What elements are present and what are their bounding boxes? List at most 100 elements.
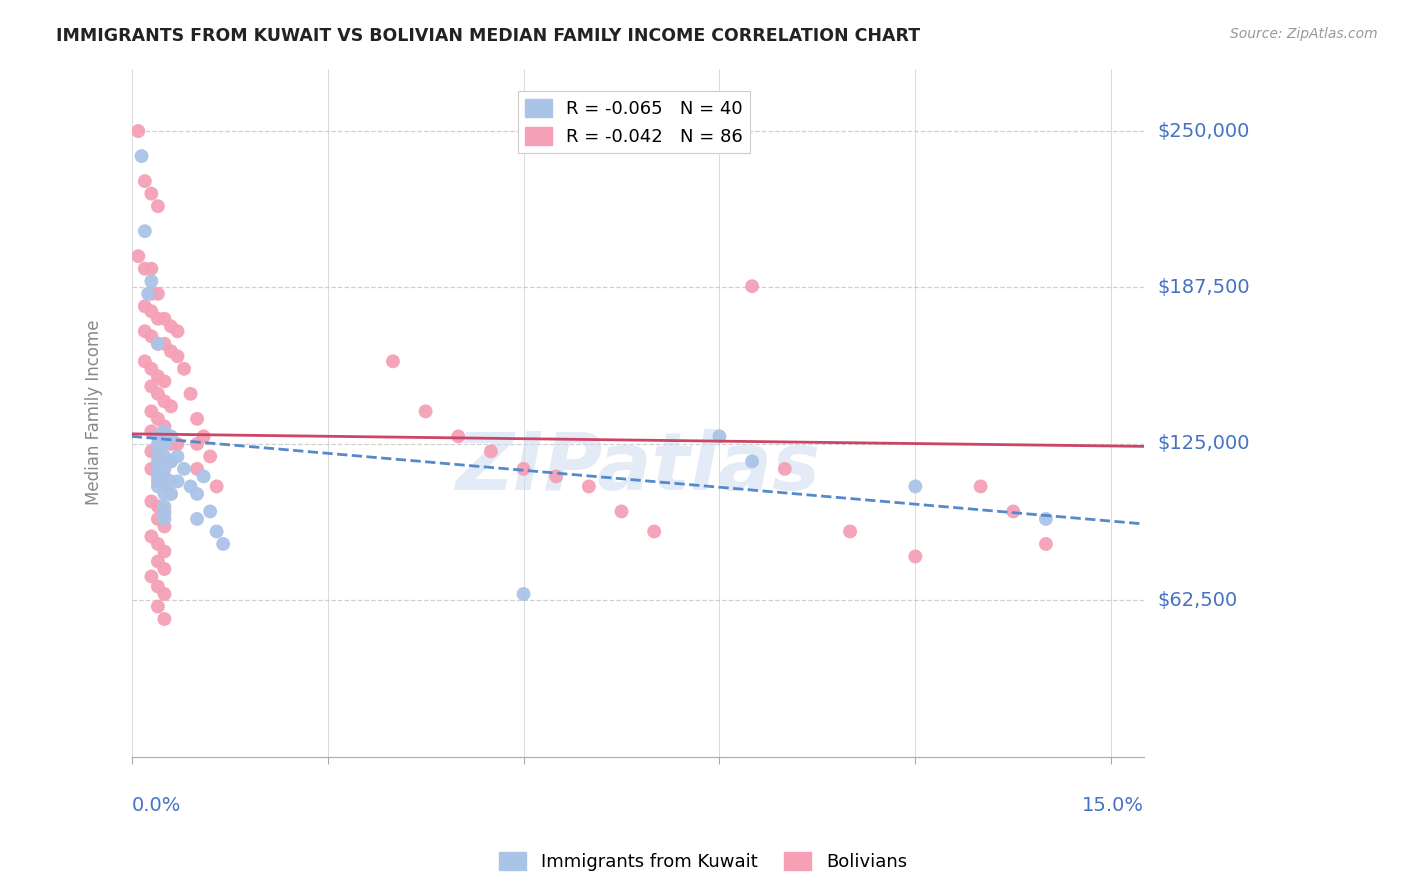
Point	[141, 304, 163, 318]
Point	[153, 450, 176, 464]
Point	[146, 599, 169, 614]
Point	[146, 450, 169, 464]
Point	[134, 224, 156, 238]
Point	[146, 462, 169, 476]
Point	[186, 462, 208, 476]
Point	[512, 587, 534, 601]
Point	[153, 612, 176, 626]
Point	[479, 444, 502, 458]
Point	[146, 462, 169, 476]
Point	[141, 462, 163, 476]
Point	[839, 524, 862, 539]
Text: $62,500: $62,500	[1157, 591, 1239, 610]
Point	[186, 512, 208, 526]
Point	[146, 336, 169, 351]
Point	[134, 174, 156, 188]
Point	[153, 394, 176, 409]
Text: Source: ZipAtlas.com: Source: ZipAtlas.com	[1230, 27, 1378, 41]
Point	[166, 324, 188, 338]
Point	[643, 524, 665, 539]
Point	[212, 537, 235, 551]
Point	[205, 479, 228, 493]
Point	[173, 361, 195, 376]
Point	[160, 454, 183, 468]
Point	[198, 504, 221, 518]
Point	[160, 475, 183, 489]
Point	[146, 554, 169, 568]
Point	[146, 429, 169, 443]
Point	[127, 124, 149, 138]
Point	[146, 475, 169, 489]
Point	[160, 437, 183, 451]
Point	[969, 479, 991, 493]
Point	[141, 444, 163, 458]
Point	[1035, 537, 1057, 551]
Point	[146, 429, 169, 443]
Point	[193, 469, 215, 483]
Point	[186, 437, 208, 451]
Point	[134, 261, 156, 276]
Text: 15.0%: 15.0%	[1081, 796, 1144, 814]
Point	[146, 444, 169, 458]
Point	[141, 329, 163, 343]
Text: $125,000: $125,000	[1157, 434, 1250, 453]
Point	[173, 462, 195, 476]
Point	[153, 587, 176, 601]
Text: IMMIGRANTS FROM KUWAIT VS BOLIVIAN MEDIAN FAMILY INCOME CORRELATION CHART: IMMIGRANTS FROM KUWAIT VS BOLIVIAN MEDIA…	[56, 27, 921, 45]
Point	[141, 361, 163, 376]
Point	[146, 199, 169, 213]
Point	[904, 549, 927, 564]
Point	[1035, 512, 1057, 526]
Point	[146, 512, 169, 526]
Point	[146, 537, 169, 551]
Point	[180, 387, 202, 401]
Point	[578, 479, 600, 493]
Point	[146, 454, 169, 468]
Point	[146, 580, 169, 594]
Point	[160, 344, 183, 359]
Point	[153, 336, 176, 351]
Point	[193, 429, 215, 443]
Point	[141, 569, 163, 583]
Point	[146, 500, 169, 514]
Text: ZIPatlas: ZIPatlas	[456, 429, 820, 507]
Point	[447, 429, 470, 443]
Point	[205, 524, 228, 539]
Point	[146, 369, 169, 384]
Point	[904, 479, 927, 493]
Point	[153, 311, 176, 326]
Point	[741, 454, 763, 468]
Point	[146, 437, 169, 451]
Text: $250,000: $250,000	[1157, 121, 1250, 141]
Point	[146, 479, 169, 493]
Point	[153, 487, 176, 501]
Point	[166, 475, 188, 489]
Point	[1002, 504, 1025, 518]
Point	[134, 324, 156, 338]
Point	[153, 462, 176, 476]
Point	[141, 286, 163, 301]
Point	[153, 429, 176, 443]
Point	[153, 454, 176, 468]
Point	[141, 529, 163, 543]
Point	[153, 562, 176, 576]
Point	[141, 404, 163, 418]
Point	[153, 479, 176, 493]
Point	[160, 454, 183, 468]
Y-axis label: Median Family Income: Median Family Income	[86, 320, 103, 506]
Point	[153, 419, 176, 434]
Point	[160, 400, 183, 414]
Legend: R = -0.065   N = 40, R = -0.042   N = 86: R = -0.065 N = 40, R = -0.042 N = 86	[517, 91, 751, 153]
Point	[166, 437, 188, 451]
Point	[127, 249, 149, 263]
Point	[160, 487, 183, 501]
Point	[131, 149, 153, 163]
Point	[153, 512, 176, 526]
Point	[134, 354, 156, 368]
Point	[709, 429, 731, 443]
Point	[146, 311, 169, 326]
Point	[146, 286, 169, 301]
Point	[153, 469, 176, 483]
Point	[415, 404, 437, 418]
Point	[146, 336, 169, 351]
